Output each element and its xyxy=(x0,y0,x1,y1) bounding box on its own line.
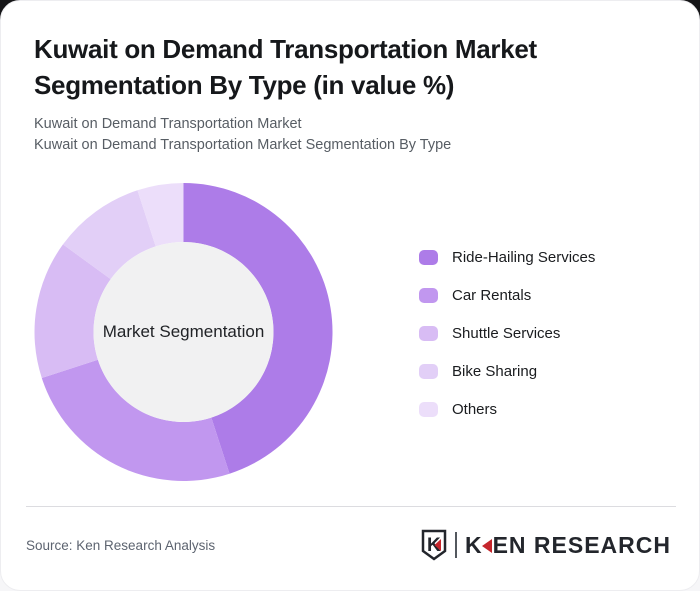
ken-research-wordmark: K EN RESEARCH xyxy=(465,532,671,559)
legend-label: Bike Sharing xyxy=(452,362,538,380)
chart-subtitle-line-1: Kuwait on Demand Transportation Market xyxy=(34,116,302,132)
red-triangle-icon xyxy=(481,539,492,553)
donut-segment-1[interactable] xyxy=(183,183,333,474)
ken-research-logo: K K EN RESEARCH xyxy=(421,528,671,562)
donut-segment-3[interactable] xyxy=(34,244,111,379)
legend-item-shuttle-services[interactable]: Shuttle Services xyxy=(419,324,595,342)
donut-segment-5[interactable] xyxy=(137,183,184,247)
legend-label: Others xyxy=(452,400,498,418)
page-title: Kuwait on Demand Transportation Market S… xyxy=(34,34,537,100)
footer-divider xyxy=(26,506,676,507)
brand-rest: EN RESEARCH xyxy=(492,531,671,558)
legend-label: Car Rentals xyxy=(452,286,532,304)
donut-inner-circle xyxy=(93,242,274,422)
legend-label: Shuttle Services xyxy=(452,324,561,342)
legend-swatch xyxy=(419,401,438,417)
legend-swatch xyxy=(419,363,438,379)
donut-chart xyxy=(34,183,333,482)
legend-swatch xyxy=(419,287,438,303)
chart-subtitle-line-2: Kuwait on Demand Transportation Market S… xyxy=(34,137,452,153)
legend-swatch xyxy=(419,325,438,341)
legend-swatch xyxy=(419,249,438,265)
legend-label: Ride-Hailing Services xyxy=(452,248,596,266)
source-text: Source: Ken Research Analysis xyxy=(26,538,216,553)
legend-item-bike-sharing[interactable]: Bike Sharing xyxy=(419,362,595,380)
donut-segment-4[interactable] xyxy=(62,190,156,280)
legend-item-ride-hailing-services[interactable]: Ride-Hailing Services xyxy=(419,248,596,266)
ken-research-shield-icon: K xyxy=(421,529,447,561)
chart-legend: Ride-Hailing Services Car Rentals Shuttl… xyxy=(419,249,595,439)
legend-item-car-rentals[interactable]: Car Rentals xyxy=(419,286,595,304)
svg-text:K: K xyxy=(427,535,441,556)
chart-subtitles: Kuwait on Demand Transportation Market K… xyxy=(34,114,451,156)
legend-item-others[interactable]: Others xyxy=(419,400,595,418)
donut-segment-2[interactable] xyxy=(41,359,230,482)
brand-letter-k: K xyxy=(464,531,483,558)
logo-divider-bar xyxy=(454,532,457,558)
